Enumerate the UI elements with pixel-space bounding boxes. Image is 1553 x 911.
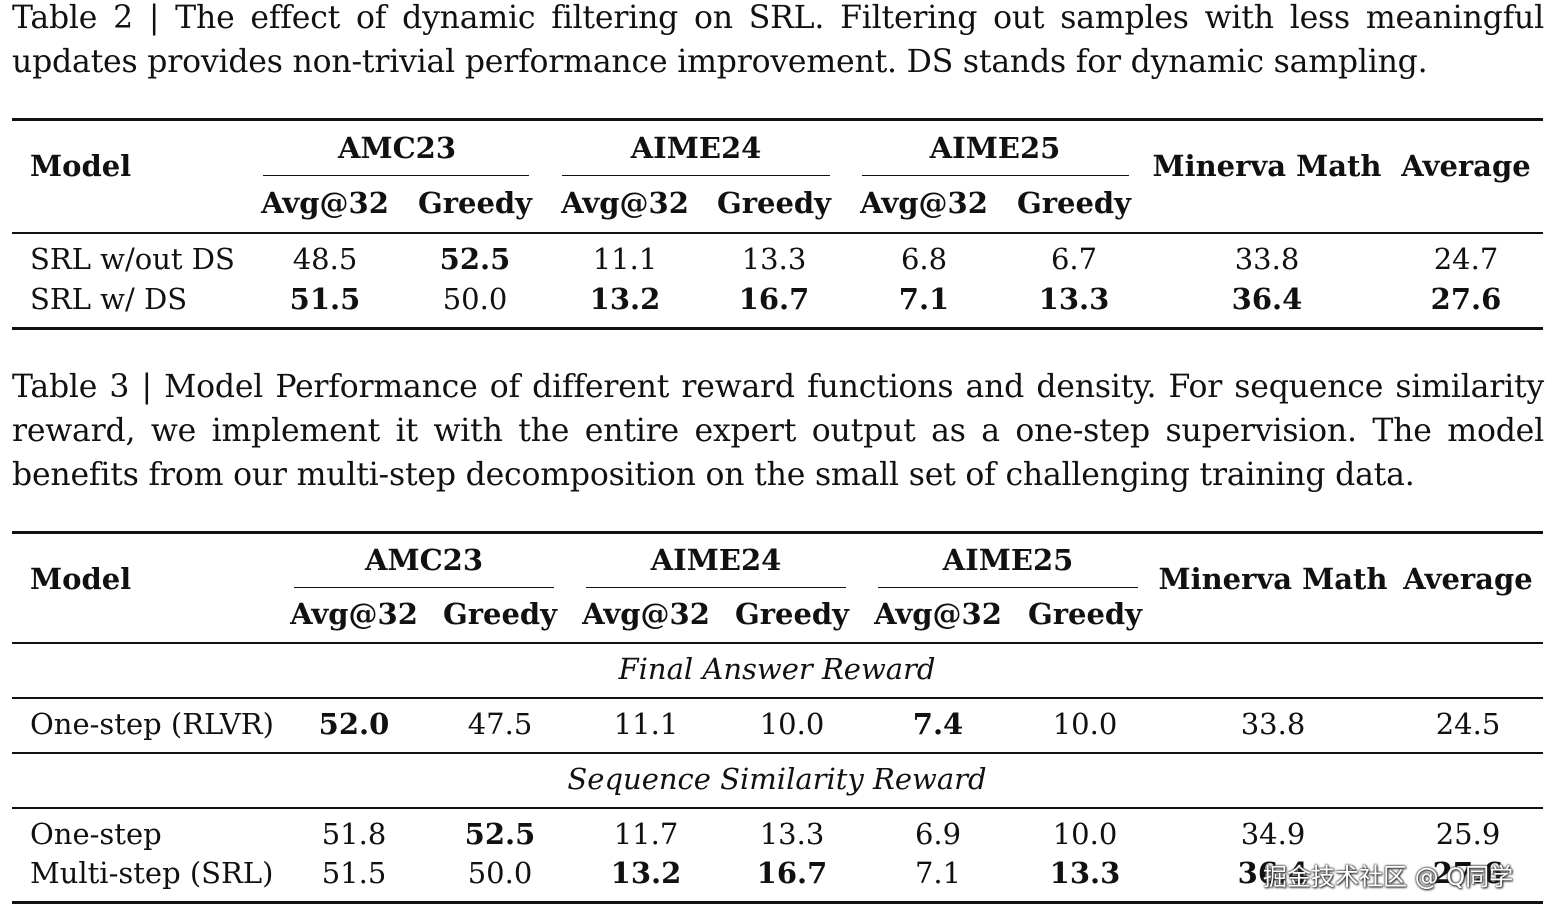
table2-cell: 6.8 <box>900 242 948 276</box>
table2-cell: 13.3 <box>1038 282 1110 316</box>
table2-aime24-group-rule <box>562 175 830 177</box>
table3-cell: 47.5 <box>467 707 533 741</box>
table3-cell: 52.0 <box>318 707 390 741</box>
table2-header-amc23: AMC23 <box>337 131 457 165</box>
table2-subheader-greedy: Greedy <box>417 186 533 220</box>
table3-cell: 6.9 <box>914 817 962 851</box>
table2-subheader-avg32: Avg@32 <box>261 186 389 220</box>
table2-cell: 11.1 <box>592 242 658 276</box>
table2-cell: 27.6 <box>1430 282 1502 316</box>
table3-cell: 11.1 <box>613 707 679 741</box>
table2-cell: 52.5 <box>439 242 511 276</box>
table3-header-aime24: AIME24 <box>650 543 782 577</box>
table2-subheader-greedy: Greedy <box>1016 186 1132 220</box>
table3-cell: 52.5 <box>464 817 536 851</box>
table3-subheader-avg32: Avg@32 <box>874 597 1002 631</box>
table3-cell: 7.4 <box>912 707 964 741</box>
table3-cell: 11.7 <box>613 817 679 851</box>
table3-cell: 25.9 <box>1435 817 1501 851</box>
watermark-text: 掘金技术社区 @ Q同学 <box>1263 863 1514 891</box>
table3-row-model: One-step (RLVR) <box>30 707 274 741</box>
table2-caption: Table 2 | The effect of dynamic filterin… <box>12 0 1544 80</box>
table2-subheader-greedy: Greedy <box>716 186 832 220</box>
table3-row-model: One-step <box>30 817 162 851</box>
table2-header-aime24: AIME24 <box>630 131 762 165</box>
table2-cell: 13.2 <box>589 282 661 316</box>
table3-section-rule <box>12 752 1543 754</box>
table3-cell: 36.4 <box>1237 856 1309 890</box>
table2-cell: 51.5 <box>289 282 361 316</box>
table3-cell: 13.3 <box>1049 856 1121 890</box>
table3-cell: 27.6 <box>1432 856 1504 890</box>
table3-cell: 13.3 <box>759 817 825 851</box>
table2-aime25-group-rule <box>862 175 1129 177</box>
table3-cell: 51.5 <box>321 856 387 890</box>
table2-cell: 48.5 <box>292 242 358 276</box>
table2-cell: 13.3 <box>741 242 807 276</box>
table2-row-model: SRL w/ DS <box>30 282 188 316</box>
table3-bottom-rule <box>12 901 1543 904</box>
table3-row-model: Multi-step (SRL) <box>30 856 274 890</box>
table2-bottom-rule <box>12 327 1543 330</box>
table3-cell: 51.8 <box>321 817 387 851</box>
table3-cell: 10.0 <box>1052 817 1118 851</box>
table2-cell: 7.1 <box>898 282 950 316</box>
table2-header-average: Average <box>1401 149 1531 183</box>
table3-cell: 34.9 <box>1240 817 1306 851</box>
table3-header-average: Average <box>1403 562 1533 596</box>
table3-cell: 13.2 <box>610 856 682 890</box>
table3-subheader-avg32: Avg@32 <box>290 597 418 631</box>
table2-header-model: Model <box>30 149 132 183</box>
table3-header-model: Model <box>30 562 132 596</box>
table3-aime24-group-rule <box>586 587 846 589</box>
table2-cell: 6.7 <box>1050 242 1098 276</box>
table3-subheader-greedy: Greedy <box>734 597 850 631</box>
table3-section-title: Sequence Similarity Reward <box>567 762 987 796</box>
table3-cell: 24.5 <box>1435 707 1501 741</box>
table3-subheader-greedy: Greedy <box>442 597 558 631</box>
table3-subheader-greedy: Greedy <box>1027 597 1143 631</box>
table3-header-minerva: Minerva Math <box>1158 562 1388 596</box>
table3-header-rule <box>12 642 1543 644</box>
table3-caption: Table 3 | Model Performance of different… <box>12 369 1544 493</box>
table3-section-title: Final Answer Reward <box>618 652 936 686</box>
table2-row-model: SRL w/out DS <box>30 242 235 276</box>
table2-cell: 24.7 <box>1433 242 1499 276</box>
table2-amc23-group-rule <box>263 175 529 177</box>
table3-section-rule <box>12 807 1543 809</box>
table2-cell: 36.4 <box>1231 282 1303 316</box>
table3-cell: 10.0 <box>1052 707 1118 741</box>
table3-header-aime25: AIME25 <box>942 543 1074 577</box>
table2-mid-rule <box>12 232 1543 234</box>
table2-subheader-avg32: Avg@32 <box>561 186 689 220</box>
table2-top-rule <box>12 118 1543 121</box>
table2-header-aime25: AIME25 <box>929 131 1061 165</box>
table3-amc23-group-rule <box>294 587 554 589</box>
table2-cell: 33.8 <box>1234 242 1300 276</box>
table3-cell: 7.1 <box>914 856 962 890</box>
table3-top-rule <box>12 531 1543 534</box>
table3-cell: 33.8 <box>1240 707 1306 741</box>
table3-subheader-avg32: Avg@32 <box>582 597 710 631</box>
table2-header-minerva: Minerva Math <box>1152 149 1382 183</box>
table3-cell: 10.0 <box>759 707 825 741</box>
table3-section-rule <box>12 697 1543 699</box>
table3-aime25-group-rule <box>878 587 1138 589</box>
table2-cell: 50.0 <box>442 282 508 316</box>
table3-cell: 16.7 <box>756 856 828 890</box>
table3-cell: 50.0 <box>467 856 533 890</box>
table3-header-amc23: AMC23 <box>364 543 484 577</box>
table2-subheader-avg32: Avg@32 <box>860 186 988 220</box>
table2-cell: 16.7 <box>738 282 810 316</box>
